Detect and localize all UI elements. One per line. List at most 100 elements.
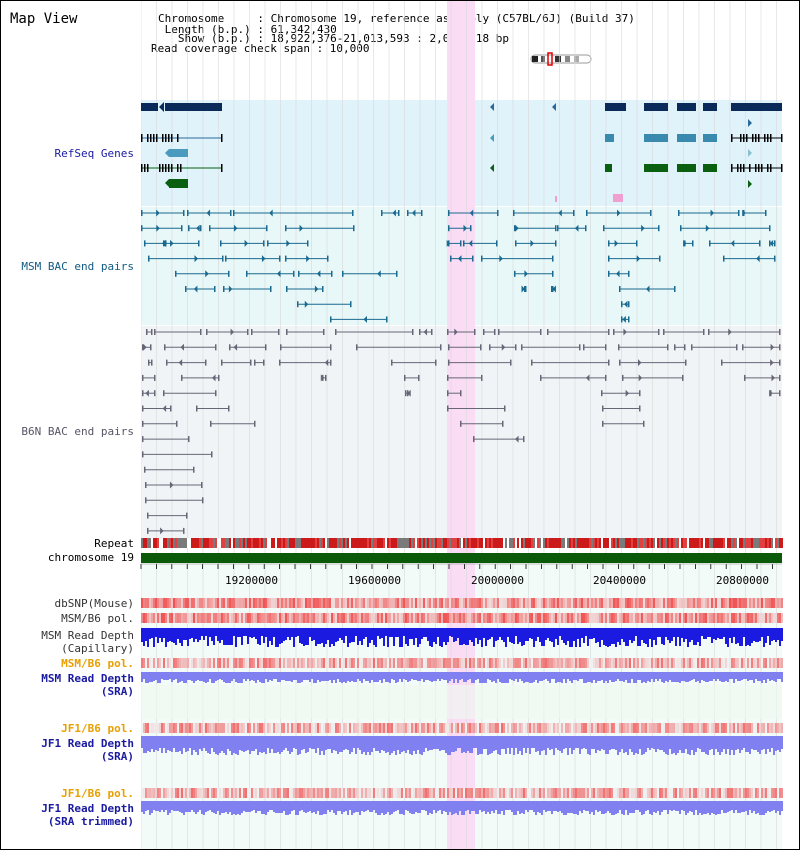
msm-b6-pol-heat-cell (573, 613, 575, 623)
bac-end (540, 329, 542, 335)
msm-b6-pol-heat-cell (725, 613, 727, 623)
bac-end (279, 359, 281, 366)
jf1-b6-pol-trim-label[interactable]: JF1/B6 pol. (61, 787, 134, 800)
jf1-b6-pol-trim-heat-cell (283, 788, 285, 798)
jf1-depth-trim-bar (483, 801, 485, 811)
msm-b6-pol-sra-heat-cell (431, 658, 433, 668)
repeat-block (247, 538, 249, 548)
repeat-block (705, 538, 707, 548)
msm-read-depth-capillary-label-1[interactable]: MSM Read Depth (41, 629, 134, 642)
msm-b6-pol-sra-heat-cell (323, 658, 325, 668)
msm-b6-pol-heat-cell (477, 613, 479, 623)
jf1-read-depth-sra-label-1[interactable]: JF1 Read Depth (41, 737, 134, 750)
jf1-depth-sra-bar (321, 736, 323, 751)
strand-arrow (145, 389, 149, 397)
msm-b6-pol-label[interactable]: MSM/B6 pol. (61, 612, 134, 625)
msm-b6-pol-heat-cell (425, 613, 427, 623)
jf1-b6-pol-heat-cell (561, 723, 563, 733)
msm-b6-pol-heat-cell (301, 613, 303, 623)
jf1-b6-pol-trim-heat-cell (263, 788, 265, 798)
jf1-depth-trim-bar (249, 801, 251, 812)
strand-arrow (363, 315, 367, 323)
repeat-block (331, 538, 333, 548)
msm-b6-pol-heat-cell (519, 613, 521, 623)
repeat-block (265, 538, 267, 548)
msm-b6-pol-heat-cell (775, 613, 777, 623)
jf1-b6-pol-heat-cell (381, 723, 383, 733)
msm-depth-sra-bar (543, 672, 545, 680)
jf1-depth-sra-bar (195, 736, 197, 752)
jf1-depth-sra-bar (229, 736, 231, 751)
refseq-genes-label[interactable]: RefSeq Genes (54, 147, 134, 160)
msm-depth-capillary-bar (303, 628, 305, 646)
jf1-b6-pol-trim-heat-cell (205, 788, 207, 798)
jf1-b6-pol-trim-heat-cell (567, 788, 569, 798)
msm-depth-sra-bar (647, 672, 649, 681)
jf1-b6-pol-trim-heat-cell (743, 788, 745, 798)
bac-end (263, 359, 265, 366)
msm-depth-sra-bar (593, 672, 595, 680)
msm-depth-capillary-bar (491, 628, 493, 637)
jf1-b6-pol-heat-cell (189, 723, 191, 733)
jf1-depth-trim-bar (341, 801, 343, 814)
jf1-depth-sra-bar (167, 736, 169, 750)
jf1-b6-pol-trim-heat-cell (223, 788, 225, 798)
msm-b6-pol-sra-heat-cell (355, 658, 357, 668)
dbsnp-heat-cell (495, 598, 497, 608)
dbsnp-heat-cell (439, 598, 441, 608)
msm-b6-pol-sra-heat-cell (781, 658, 783, 668)
repeat-block (397, 538, 399, 548)
jf1-depth-trim-bar (349, 801, 351, 810)
msm-read-depth-sra-label-1[interactable]: MSM Read Depth (41, 672, 134, 685)
dbsnp-heat-cell (315, 598, 317, 608)
b6n-bac-label[interactable]: B6N BAC end pairs (21, 425, 134, 438)
jf1-b6-pol-trim-heat-cell (719, 788, 721, 798)
repeat-block (201, 538, 203, 548)
msm-depth-capillary-bar (781, 628, 783, 641)
msm-b6-pol-heat-cell (215, 613, 217, 623)
msm-bac-label[interactable]: MSM BAC end pairs (21, 260, 134, 273)
msm-b6-pol-sra-label[interactable]: MSM/B6 pol. (61, 657, 134, 670)
msm-depth-sra-bar (617, 672, 619, 679)
jf1-depth-trim-bar (467, 801, 469, 810)
strand-arrow (228, 285, 233, 293)
repeat-block (769, 538, 771, 548)
strand-arrow (585, 374, 590, 382)
jf1-b6-pol-trim-heat-cell (265, 788, 267, 798)
jf1-b6-pol-trim-heat-cell (769, 788, 771, 798)
msm-depth-sra-bar (327, 672, 329, 681)
msm-b6-pol-sra-heat-cell (775, 658, 777, 668)
msm-b6-pol-sra-heat-cell (393, 658, 395, 668)
msm-b6-pol-heat-cell (267, 613, 269, 623)
msm-b6-pol-sra-heat-cell (235, 658, 237, 668)
jf1-b6-pol-heat-cell (251, 723, 253, 733)
jf1-read-depth-trim-label-1[interactable]: JF1 Read Depth (41, 802, 134, 815)
repeat-block (457, 538, 459, 548)
jf1-b6-pol-label[interactable]: JF1/B6 pol. (61, 722, 134, 735)
repeat-block (707, 538, 709, 548)
jf1-b6-pol-trim-heat-cell (459, 788, 461, 798)
bac-end (181, 225, 183, 232)
jf1-b6-pol-trim-heat-cell (281, 788, 283, 798)
msm-b6-pol-heat-cell (381, 613, 383, 623)
msm-depth-capillary-bar (675, 628, 677, 646)
msm-b6-pol-heat-cell (603, 613, 605, 623)
msm-depth-sra-bar (395, 672, 397, 683)
msm-depth-sra-bar (333, 672, 335, 680)
jf1-depth-trim-bar (535, 801, 537, 815)
jf1-depth-trim-bar (177, 801, 179, 811)
jf1-depth-sra-bar (727, 736, 729, 749)
chromosome-ideogram[interactable] (529, 52, 593, 66)
jf1-depth-sra-bar (595, 736, 597, 753)
msm-depth-sra-bar (419, 672, 421, 681)
msm-depth-sra-bar (141, 672, 143, 682)
jf1-b6-pol-trim-heat-cell (151, 788, 153, 798)
gene-exon (703, 134, 717, 142)
repeat-block (687, 538, 689, 548)
jf1-b6-pol-heat-cell (609, 723, 611, 733)
jf1-depth-trim-bar (189, 801, 191, 812)
jf1-b6-pol-heat-cell (187, 723, 189, 733)
dbsnp-label[interactable]: dbSNP(Mouse) (54, 597, 134, 610)
dbsnp-heat-cell (725, 598, 727, 608)
